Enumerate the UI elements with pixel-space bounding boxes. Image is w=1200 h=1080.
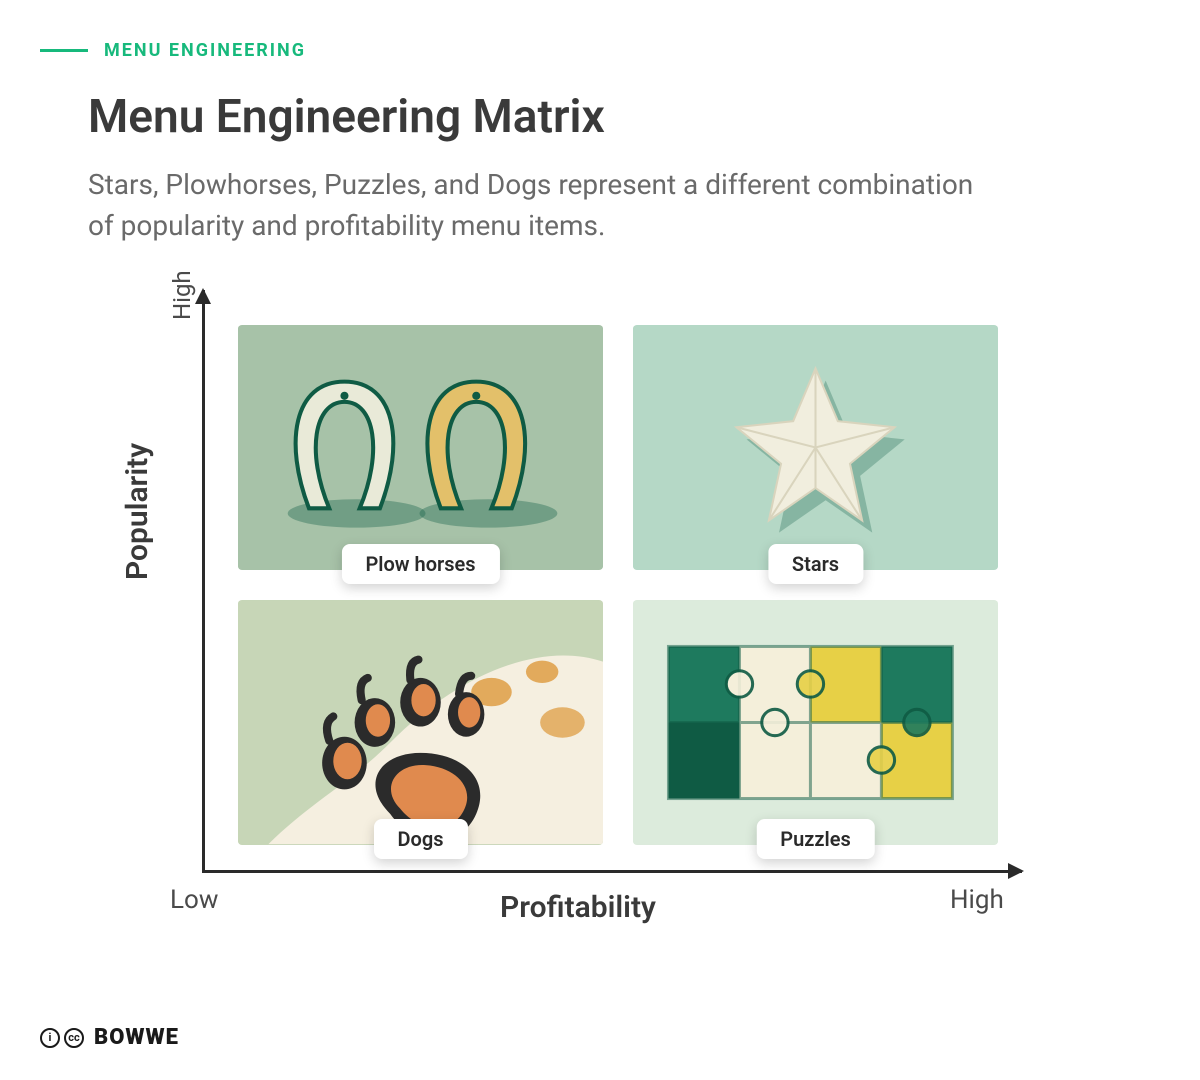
plowhorses-illustration: [238, 325, 603, 570]
cc-by-icon: i: [40, 1028, 60, 1048]
stars-illustration: [633, 325, 998, 570]
dogs-illustration: [238, 600, 603, 845]
x-axis-low-tick: Low: [170, 885, 218, 915]
cc-icons: i cc: [40, 1028, 84, 1048]
x-axis-line: [202, 870, 1022, 873]
page-title: Menu Engineering Matrix: [88, 90, 605, 144]
eyebrow-line: [40, 49, 88, 52]
quadrant-label-dogs: Dogs: [373, 819, 467, 859]
dog-paw-icon: [238, 600, 603, 845]
footer: i cc BOWWE: [40, 1025, 179, 1050]
star-icon: [633, 325, 998, 570]
page-subtitle: Stars, Plowhorses, Puzzles, and Dogs rep…: [88, 165, 988, 246]
quadrant-puzzles: Puzzles: [633, 600, 998, 845]
puzzle-icon: [633, 600, 998, 845]
puzzles-illustration: [633, 600, 998, 845]
y-axis-label: Popularity: [120, 443, 155, 580]
quadrant-plowhorses: Plow horses: [238, 325, 603, 570]
brand-logo: BOWWE: [94, 1025, 179, 1050]
quadrant-label-puzzles: Puzzles: [756, 819, 874, 859]
y-axis-high-tick: High: [168, 270, 196, 320]
horseshoes-icon: [238, 325, 603, 570]
x-axis-high-tick: High: [950, 885, 1004, 915]
quadrant-dogs: Dogs: [238, 600, 603, 845]
eyebrow-text: MENU ENGINEERING: [104, 40, 306, 61]
cc-cc-icon: cc: [64, 1028, 84, 1048]
x-axis-label: Profitability: [500, 890, 656, 925]
quadrant-grid: Plow horses Stars: [238, 325, 998, 845]
y-axis-line: [202, 290, 205, 870]
quadrant-label-plowhorses: Plow horses: [341, 544, 499, 584]
quadrant-stars: Stars: [633, 325, 998, 570]
quadrant-label-stars: Stars: [768, 544, 863, 584]
matrix: Popularity High Profitability Low High: [130, 290, 1030, 910]
eyebrow: MENU ENGINEERING: [40, 40, 306, 61]
